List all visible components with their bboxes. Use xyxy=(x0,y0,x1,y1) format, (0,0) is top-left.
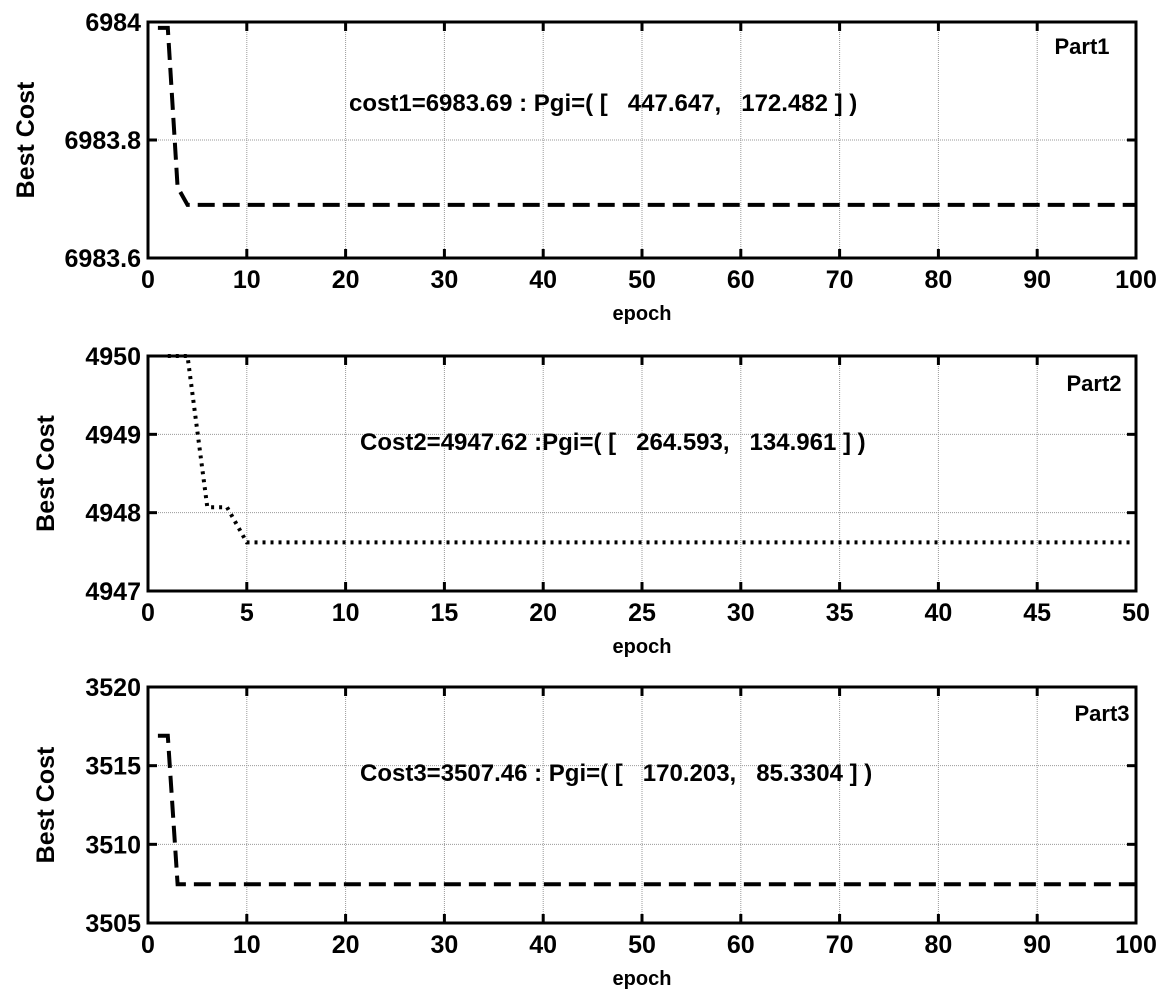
x-tick-label: 70 xyxy=(826,931,854,959)
result-annotation: Cost2=4947.62 :Pgi=( [ 264.593, 134.961 … xyxy=(360,429,866,456)
y-tick-label: 4949 xyxy=(85,421,141,449)
axes-frame xyxy=(146,20,1138,260)
series-line-1 xyxy=(157,25,1136,207)
x-tick-label: 30 xyxy=(430,931,458,959)
x-tick-label: 30 xyxy=(727,599,755,627)
x-tick-label: 40 xyxy=(529,931,557,959)
y-tick-label: 3515 xyxy=(85,753,141,781)
y-tick-label: 3510 xyxy=(85,831,141,859)
x-tick-label: 30 xyxy=(430,266,458,294)
x-tick-label: 5 xyxy=(240,599,254,627)
x-tick-label: 60 xyxy=(727,931,755,959)
series-line-3 xyxy=(157,733,1136,887)
x-tick-label: 100 xyxy=(1115,266,1157,294)
x-tick-label: 20 xyxy=(529,599,557,627)
x-tick-label: 80 xyxy=(924,266,952,294)
y-tick-label: 3505 xyxy=(85,910,141,938)
panel-label: Part3 xyxy=(1074,701,1129,726)
x-axis-label: epoch xyxy=(613,636,672,658)
y-tick-label: 3520 xyxy=(85,674,141,702)
panel-label: Part1 xyxy=(1054,34,1109,59)
y-tick-label: 6983.6 xyxy=(65,245,141,273)
y-axis-label: Best Cost xyxy=(12,81,40,198)
x-tick-label: 35 xyxy=(826,599,854,627)
y-axis-label: Best Cost xyxy=(32,414,60,531)
panel-label: Part2 xyxy=(1066,371,1121,396)
x-tick-label: 60 xyxy=(727,266,755,294)
axes-frame xyxy=(146,685,1138,925)
y-tick-label: 6984 xyxy=(85,9,141,37)
x-tick-label: 0 xyxy=(141,931,155,959)
x-axis-label: epoch xyxy=(613,303,672,325)
x-tick-label: 80 xyxy=(924,931,952,959)
x-tick-label: 10 xyxy=(233,931,261,959)
result-annotation: cost1=6983.69 : Pgi=( [ 447.647, 172.482… xyxy=(349,90,857,117)
x-tick-label: 10 xyxy=(233,266,261,294)
result-annotation: Cost3=3507.46 : Pgi=( [ 170.203, 85.3304… xyxy=(360,760,872,787)
chart-panel-1: 0 10 20 30 40 50 60 70 80 90 100 6983.6 6983.8 6984 ep… xyxy=(12,9,1157,325)
axes-frame xyxy=(146,354,1138,593)
x-tick-label: 0 xyxy=(141,599,155,627)
x-tick-label: 0 xyxy=(141,266,155,294)
x-tick-label: 50 xyxy=(1122,599,1150,627)
x-tick-label: 90 xyxy=(1023,931,1051,959)
y-tick-label: 4947 xyxy=(85,578,141,606)
x-tick-label: 10 xyxy=(332,599,360,627)
x-tick-label: 20 xyxy=(332,931,360,959)
y-axis-label: Best Cost xyxy=(32,746,60,863)
x-tick-label: 100 xyxy=(1115,931,1157,959)
x-tick-label: 20 xyxy=(332,266,360,294)
y-tick-label: 4950 xyxy=(85,343,141,371)
x-tick-label: 45 xyxy=(1023,599,1051,627)
chart-panel-2: 0 5 10 15 20 25 30 35 40 45 50 4947 4948 4949 4950 epoc… xyxy=(32,343,1150,658)
x-tick-label: 50 xyxy=(628,931,656,959)
x-tick-label: 40 xyxy=(924,599,952,627)
x-tick-label: 70 xyxy=(826,266,854,294)
y-tick-label: 4948 xyxy=(85,500,141,528)
x-tick-label: 40 xyxy=(529,266,557,294)
x-tick-label: 25 xyxy=(628,599,656,627)
x-tick-label: 15 xyxy=(430,599,458,627)
x-tick-label: 50 xyxy=(628,266,656,294)
y-tick-label: 6983.8 xyxy=(65,127,142,155)
chart-panel-3: 0 10 20 30 40 50 60 70 80 90 100 3505 3510 3515 3520 ep… xyxy=(32,674,1157,990)
x-axis-label: epoch xyxy=(613,968,672,990)
x-tick-label: 90 xyxy=(1023,266,1051,294)
